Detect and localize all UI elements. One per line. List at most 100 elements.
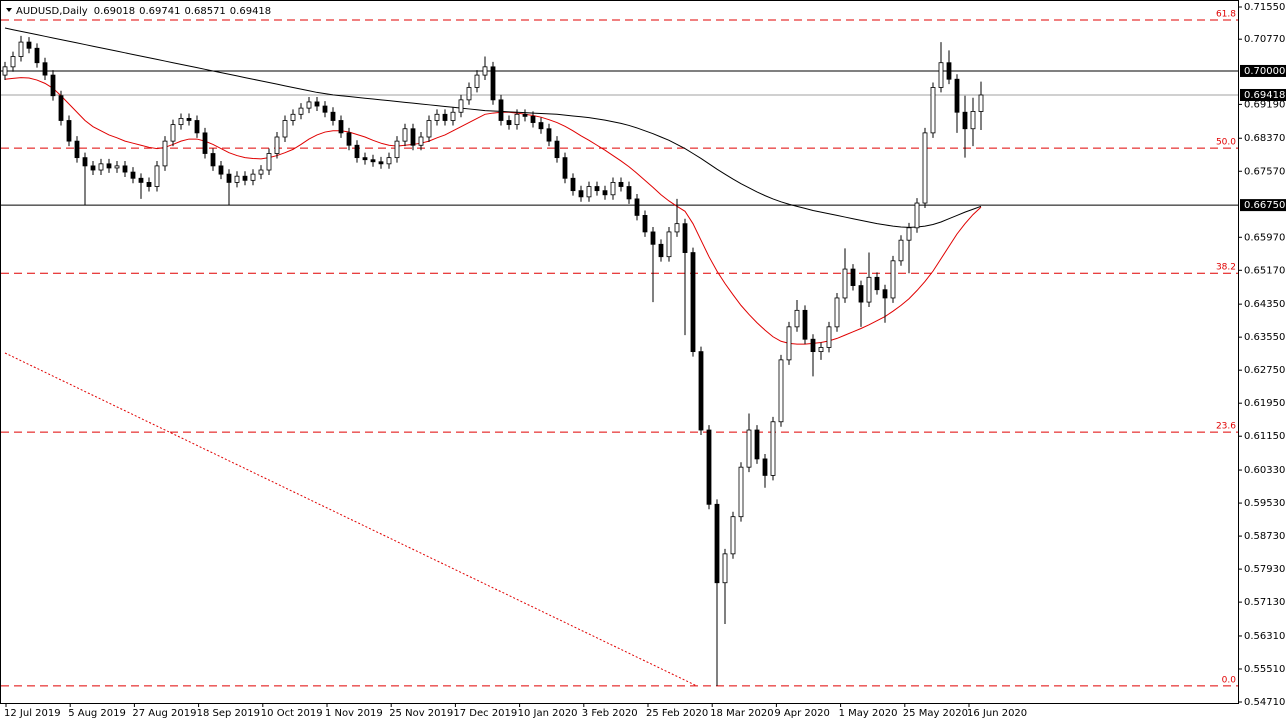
y-tick-label: 0.55510 xyxy=(1244,664,1285,675)
level-box xyxy=(1240,199,1286,212)
y-tick-label: 0.69190 xyxy=(1244,99,1285,110)
candle-body xyxy=(482,66,488,76)
candle-body xyxy=(946,62,952,80)
close: 0.69418 xyxy=(230,6,271,17)
fib-label: 38.2 xyxy=(1216,263,1236,273)
x-tick-label: 18 Mar 2020 xyxy=(710,708,773,719)
candle-body xyxy=(922,132,928,204)
candle-body xyxy=(82,157,88,167)
candle-body xyxy=(930,87,936,134)
y-tick-label: 0.67570 xyxy=(1244,166,1285,177)
y-tick-label: 0.60330 xyxy=(1244,465,1285,476)
candle-body xyxy=(794,309,800,328)
menu-arrow[interactable] xyxy=(6,8,12,12)
candle-body xyxy=(754,429,760,460)
candle-body xyxy=(298,107,304,115)
candle-body xyxy=(674,223,680,233)
candle-body xyxy=(826,326,832,348)
plot-frame xyxy=(0,0,1239,704)
candle-body xyxy=(50,74,56,97)
candle-body xyxy=(906,227,912,241)
candle-body xyxy=(426,120,432,138)
candle-body xyxy=(346,132,352,146)
candle-body xyxy=(178,118,184,126)
candle-body xyxy=(594,186,600,192)
candle-body xyxy=(410,128,416,146)
fib-label: 23.6 xyxy=(1216,422,1236,432)
y-tick-label: 0.61950 xyxy=(1244,398,1285,409)
level-label: 0.70000 xyxy=(1244,66,1285,77)
candle-body xyxy=(546,128,552,142)
candle-body xyxy=(858,285,864,303)
candle-body xyxy=(498,99,504,121)
candle-body xyxy=(418,136,424,146)
candle-body xyxy=(762,458,768,476)
x-tick-label: 18 Sep 2019 xyxy=(197,708,260,719)
candle-body xyxy=(90,165,96,171)
y-tick-label: 0.56310 xyxy=(1244,631,1285,642)
candle-body xyxy=(378,161,384,165)
candle-body xyxy=(962,111,968,130)
y-tick-label: 0.57130 xyxy=(1244,597,1285,608)
candle-body xyxy=(618,182,624,187)
candle-body xyxy=(274,136,280,154)
candle-body xyxy=(538,122,544,130)
candle-body xyxy=(290,113,296,121)
candle-body xyxy=(770,421,776,476)
y-tick-label: 0.71550 xyxy=(1244,2,1285,13)
y-tick-label: 0.59530 xyxy=(1244,498,1285,509)
candle-body xyxy=(954,78,960,113)
candle-body xyxy=(122,165,128,173)
candle-body xyxy=(706,429,712,505)
candle-body xyxy=(626,186,632,200)
candle-body xyxy=(658,243,664,258)
symbol: AUDUSD,Daily xyxy=(16,6,88,17)
candle-body xyxy=(10,56,16,68)
fib-label: 50.0 xyxy=(1216,138,1236,148)
candle-body xyxy=(914,202,920,229)
y-tick-label: 0.65170 xyxy=(1244,265,1285,276)
low: 0.68571 xyxy=(184,6,225,17)
candle-body xyxy=(690,252,696,353)
candle-body xyxy=(138,177,144,183)
candle-body xyxy=(394,140,400,159)
price-label: 0.69418 xyxy=(1244,90,1285,101)
level-box xyxy=(1240,64,1286,77)
open: 0.69018 xyxy=(94,6,135,17)
x-tick-label: 10 Oct 2019 xyxy=(261,708,323,719)
candle-body xyxy=(682,223,688,253)
fib-label: 61.8 xyxy=(1216,10,1236,20)
candle-body xyxy=(850,268,856,286)
candle-body xyxy=(58,95,64,121)
candle-body xyxy=(602,190,608,196)
candle-body xyxy=(354,144,360,159)
candle-body xyxy=(18,41,24,57)
candle-body xyxy=(738,466,744,518)
candle-body xyxy=(650,231,656,245)
candle-body xyxy=(322,105,328,113)
candle-body xyxy=(34,47,40,64)
candle-body xyxy=(66,120,72,142)
candle-body xyxy=(170,124,176,142)
candle-body xyxy=(226,173,232,183)
x-tick-label: 12 Jul 2019 xyxy=(4,708,61,719)
candle-body xyxy=(282,120,288,138)
y-tick-label: 0.62750 xyxy=(1244,365,1285,376)
candle-body xyxy=(370,159,376,163)
candle-body xyxy=(562,157,568,179)
candle-body xyxy=(834,297,840,328)
candle-body xyxy=(98,163,104,171)
candle-body xyxy=(154,165,160,187)
y-tick-label: 0.61150 xyxy=(1244,431,1285,442)
candle-body xyxy=(530,115,536,123)
y-tick-label: 0.58730 xyxy=(1244,531,1285,542)
candle-body xyxy=(458,99,464,113)
candle-body xyxy=(250,173,256,181)
candle-body xyxy=(362,157,368,161)
chart-title: AUDUSD,Daily 0.69018 0.69741 0.68571 0.69418 xyxy=(16,6,271,17)
candle-body xyxy=(258,169,264,175)
candle-body xyxy=(330,111,336,121)
candle-body xyxy=(578,190,584,198)
candle-body xyxy=(2,66,8,76)
